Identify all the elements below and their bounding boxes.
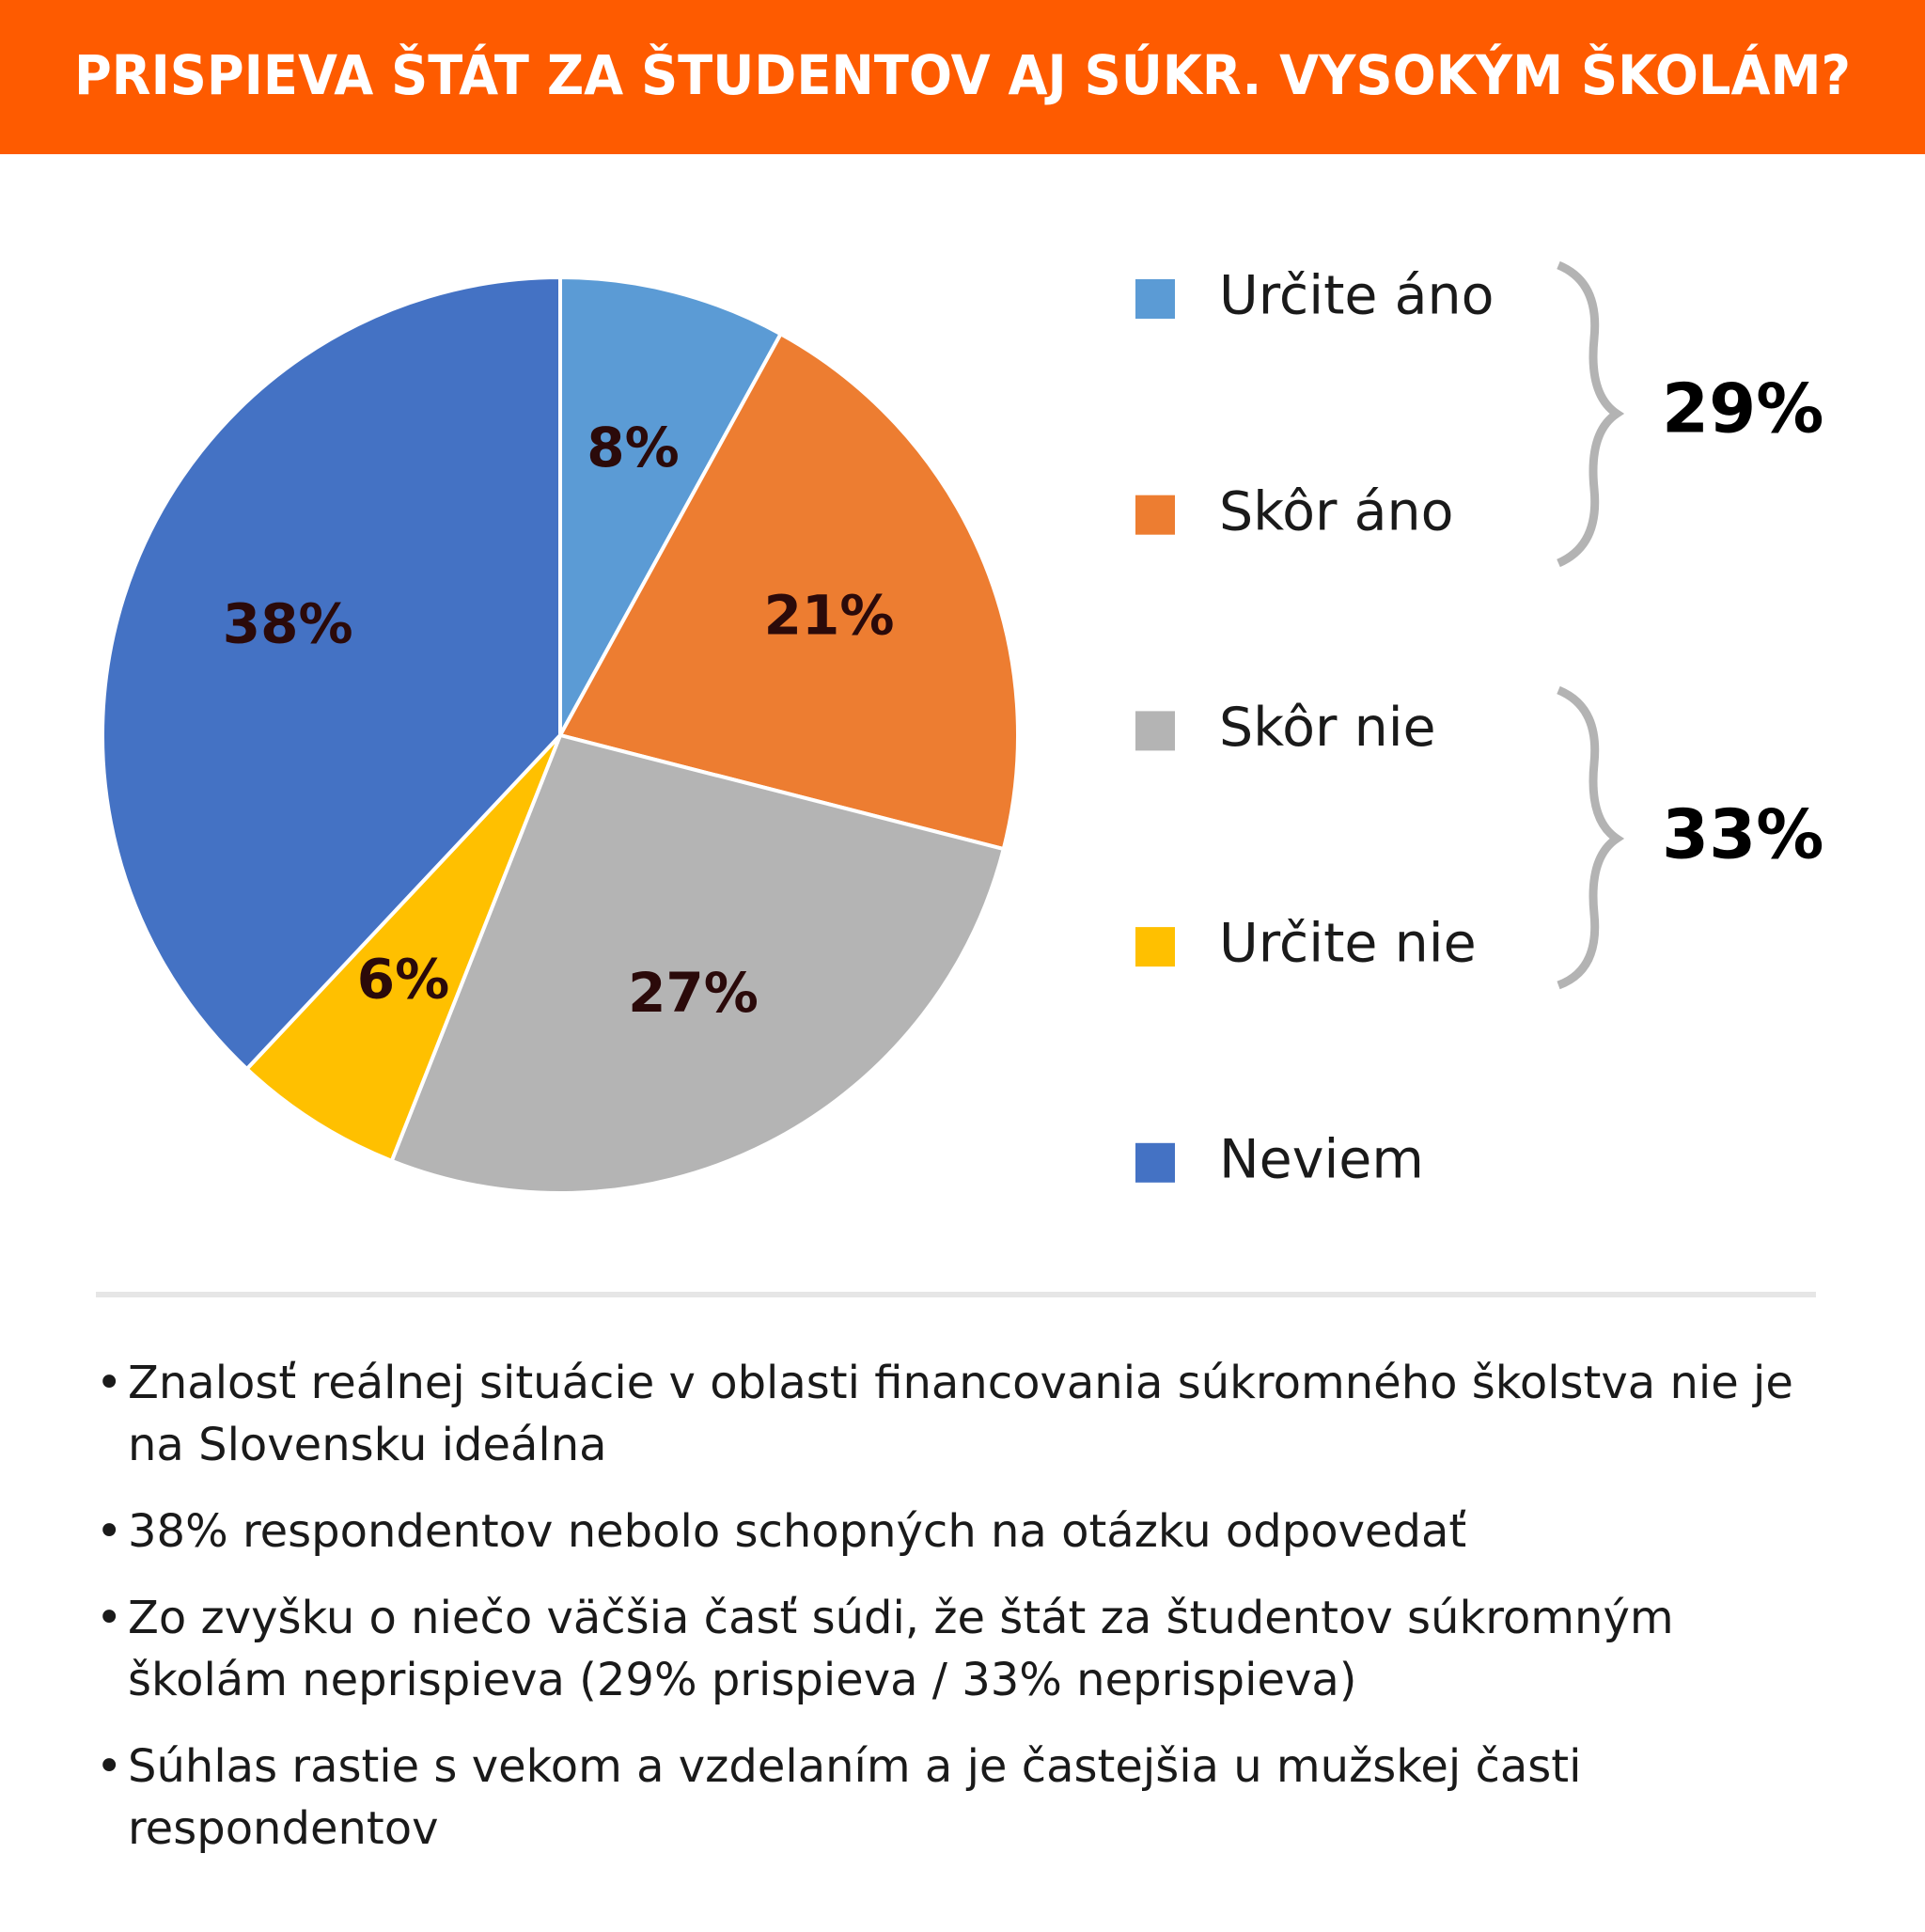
brace — [1557, 260, 1625, 568]
pie-slice — [101, 275, 562, 1072]
group-total: 29% — [1662, 369, 1823, 448]
legend-swatch — [1135, 927, 1175, 967]
note: Zo zvyšku o niečo väčšia časť súdi, že š… — [94, 1587, 1823, 1711]
data-label: 38% — [223, 591, 353, 655]
legend-swatch — [1135, 1142, 1175, 1183]
legend-swatch — [1135, 711, 1175, 751]
data-label: 8% — [587, 416, 679, 479]
pie-slice — [243, 733, 562, 1164]
legend-swatch — [1135, 279, 1175, 319]
notes: Znalosť reálnej situácie v oblasti finan… — [94, 1352, 1823, 1884]
chart-title: PRISPIEVA ŠTÁT ZA ŠTUDENTOV AJ SÚKR. VYS… — [74, 42, 1851, 107]
data-label: 6% — [357, 947, 449, 1011]
legend-label: Neviem — [1219, 1128, 1424, 1190]
pie-slice — [558, 275, 784, 736]
legend-swatch — [1135, 495, 1175, 535]
note: 38% respondentov nebolo schopných na otá… — [94, 1500, 1823, 1563]
legend-label: Skôr áno — [1219, 480, 1454, 542]
pie-slice — [389, 732, 1007, 1195]
legend-label: Určite nie — [1219, 913, 1477, 975]
header-bar — [0, 0, 1925, 154]
note: Súhlas rastie s vekom a vzdelaním a je č… — [94, 1736, 1823, 1860]
brace — [1557, 685, 1625, 990]
legend-label: Skôr nie — [1219, 697, 1436, 759]
data-label: 27% — [628, 961, 759, 1025]
legend-label: Určite áno — [1219, 265, 1495, 327]
chart: PRISPIEVA ŠTÁT ZA ŠTUDENTOV AJ SÚKR. VYS… — [0, 0, 1925, 1297]
data-label: 21% — [764, 583, 895, 647]
group-total: 33% — [1662, 795, 1823, 874]
note: Znalosť reálnej situácie v oblasti finan… — [94, 1352, 1823, 1476]
pie-slice — [557, 331, 1020, 852]
